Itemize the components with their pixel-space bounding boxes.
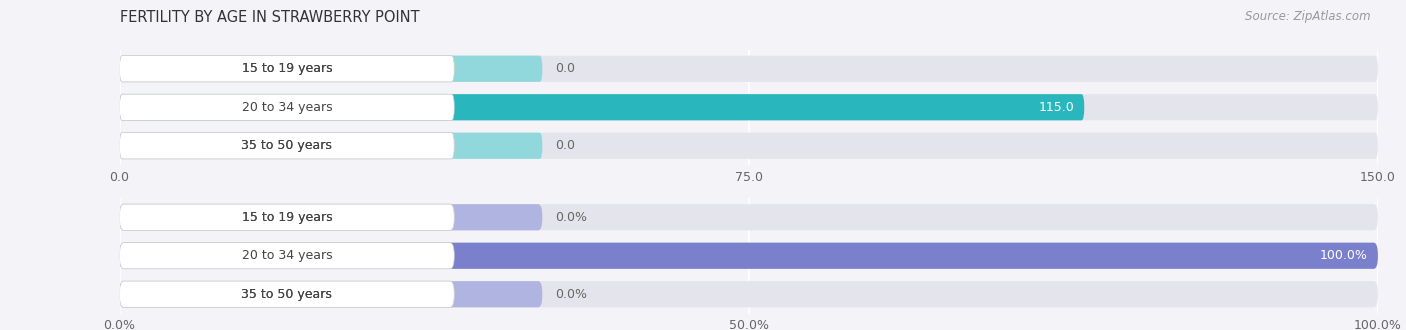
Text: 15 to 19 years: 15 to 19 years [242,62,332,75]
FancyBboxPatch shape [120,243,1378,269]
FancyBboxPatch shape [120,56,454,82]
Text: Source: ZipAtlas.com: Source: ZipAtlas.com [1246,10,1371,23]
Text: 15 to 19 years: 15 to 19 years [242,211,332,224]
Text: 35 to 50 years: 35 to 50 years [242,288,332,301]
FancyBboxPatch shape [120,281,1378,307]
FancyBboxPatch shape [120,94,454,120]
FancyBboxPatch shape [120,204,454,230]
FancyBboxPatch shape [120,133,454,159]
FancyBboxPatch shape [120,94,1378,120]
FancyBboxPatch shape [120,281,454,307]
FancyBboxPatch shape [120,94,1084,120]
Text: 15 to 19 years: 15 to 19 years [242,62,332,75]
FancyBboxPatch shape [120,56,1378,82]
Text: 0.0%: 0.0% [555,288,586,301]
Text: 115.0: 115.0 [1039,101,1074,114]
FancyBboxPatch shape [120,243,1378,269]
Text: 0.0: 0.0 [555,62,575,75]
FancyBboxPatch shape [120,56,543,82]
Text: 100.0%: 100.0% [1320,249,1368,262]
Text: 0.0: 0.0 [555,139,575,152]
Text: 20 to 34 years: 20 to 34 years [242,101,332,114]
FancyBboxPatch shape [120,204,1378,230]
Text: FERTILITY BY AGE IN STRAWBERRY POINT: FERTILITY BY AGE IN STRAWBERRY POINT [120,10,419,25]
FancyBboxPatch shape [120,281,543,307]
FancyBboxPatch shape [120,243,454,269]
Text: 35 to 50 years: 35 to 50 years [242,139,332,152]
FancyBboxPatch shape [120,56,454,82]
FancyBboxPatch shape [120,133,543,159]
Text: 35 to 50 years: 35 to 50 years [242,288,332,301]
Text: 0.0%: 0.0% [555,211,586,224]
FancyBboxPatch shape [120,204,454,230]
FancyBboxPatch shape [120,133,1378,159]
FancyBboxPatch shape [120,133,454,159]
Text: 15 to 19 years: 15 to 19 years [242,211,332,224]
FancyBboxPatch shape [120,281,454,307]
Text: 35 to 50 years: 35 to 50 years [242,139,332,152]
Text: 20 to 34 years: 20 to 34 years [242,249,332,262]
FancyBboxPatch shape [120,204,543,230]
